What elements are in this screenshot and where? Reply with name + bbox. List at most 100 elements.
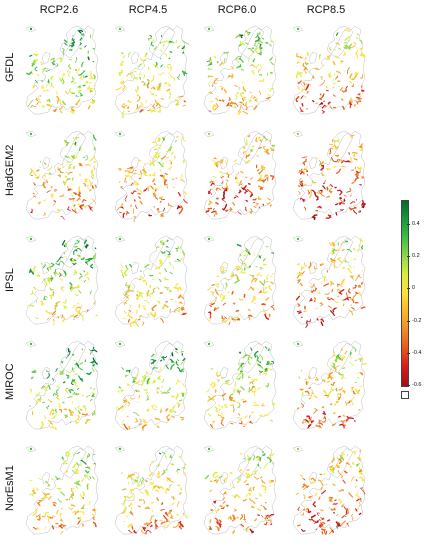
river-segment (92, 509, 96, 511)
river-segment (71, 76, 75, 80)
river-segment (55, 90, 59, 95)
river-segment (222, 203, 228, 211)
river-segment (57, 174, 62, 178)
river-segment (235, 265, 239, 268)
river-segment (90, 393, 96, 397)
river-segment (332, 79, 334, 81)
river-segment (141, 168, 145, 171)
river-segment (243, 188, 249, 194)
river-segment (76, 480, 82, 487)
river-segment (71, 487, 75, 490)
river-segment (138, 71, 142, 75)
river-segment (357, 274, 360, 278)
river-segment (129, 320, 136, 327)
river-segment (250, 63, 255, 68)
river-segment (332, 354, 336, 358)
river-segment (52, 60, 56, 66)
iceland-marker (29, 132, 33, 136)
coastline (203, 235, 277, 325)
river-segment (166, 239, 169, 242)
river-segment (233, 508, 238, 512)
river-segment (319, 93, 322, 96)
coastline (308, 471, 318, 485)
river-segment (248, 386, 251, 393)
river-segment (245, 105, 248, 111)
river-segment (240, 183, 243, 186)
river-segment (59, 171, 64, 174)
river-segment (265, 281, 269, 283)
river-segment (59, 512, 62, 517)
river-segment (182, 312, 187, 315)
river-segment (350, 350, 352, 356)
river-segment (86, 80, 89, 83)
row-label-noresm1: NorEsM1 (4, 465, 16, 512)
river-segment (153, 205, 156, 208)
river-segment (79, 42, 82, 46)
river-segment (252, 486, 255, 491)
river-segment (158, 519, 164, 522)
river-segment (56, 256, 63, 263)
river-segment (139, 275, 144, 279)
river-segment (158, 161, 164, 168)
river-segment (259, 476, 263, 479)
river-segment (87, 105, 91, 110)
river-segment (328, 465, 334, 469)
river-segment (50, 85, 54, 88)
river-segment (132, 376, 137, 380)
river-segment (256, 508, 262, 512)
river-segment (344, 377, 347, 379)
river-segment (353, 293, 357, 298)
river-segment (264, 368, 268, 373)
colorbar-tick-label: 0 (412, 285, 416, 292)
river-segment (335, 32, 339, 36)
river-segment (238, 390, 242, 394)
river-segment (72, 262, 76, 266)
river-segment (221, 392, 226, 398)
river-segment (135, 389, 137, 392)
river-segment (65, 469, 68, 473)
river-segment (28, 268, 35, 275)
river-segment (78, 275, 83, 280)
river-segment (215, 479, 219, 484)
row-label-gfdl: GFDL (4, 52, 16, 82)
river-segment (91, 513, 95, 516)
river-segment (356, 171, 360, 177)
river-segment (74, 154, 79, 159)
river-segment (49, 279, 51, 285)
river-segment (211, 420, 215, 427)
river-segment (345, 46, 351, 49)
river-segment (43, 162, 47, 165)
river-segment (221, 265, 225, 269)
coastline (114, 25, 126, 33)
river-segment (258, 90, 261, 92)
river-segment (178, 492, 182, 495)
river-segment (130, 166, 134, 169)
river-segment (358, 276, 362, 278)
river-segment (220, 159, 224, 164)
coastline (25, 340, 99, 430)
river-segment (220, 412, 224, 416)
river-segment (154, 187, 158, 191)
river-segment (239, 371, 243, 375)
river-segment (299, 388, 304, 391)
river-segment (253, 350, 259, 358)
river-segment (330, 281, 334, 285)
river-segment (241, 271, 247, 275)
river-segment (68, 497, 71, 501)
river-segment (254, 470, 258, 475)
river-segment (143, 74, 146, 79)
river-segment (327, 519, 331, 522)
river-segment (53, 189, 57, 192)
river-segment (134, 318, 140, 327)
river-segment (164, 268, 168, 272)
river-segment (32, 265, 36, 274)
river-segment (360, 74, 364, 80)
river-segment (169, 146, 173, 150)
river-segment (268, 453, 272, 457)
river-segment (46, 372, 51, 379)
river-segment (224, 316, 227, 319)
river-segment (172, 265, 175, 269)
river-segment (166, 525, 170, 527)
river-segment (349, 465, 353, 469)
river-segment (246, 266, 249, 270)
